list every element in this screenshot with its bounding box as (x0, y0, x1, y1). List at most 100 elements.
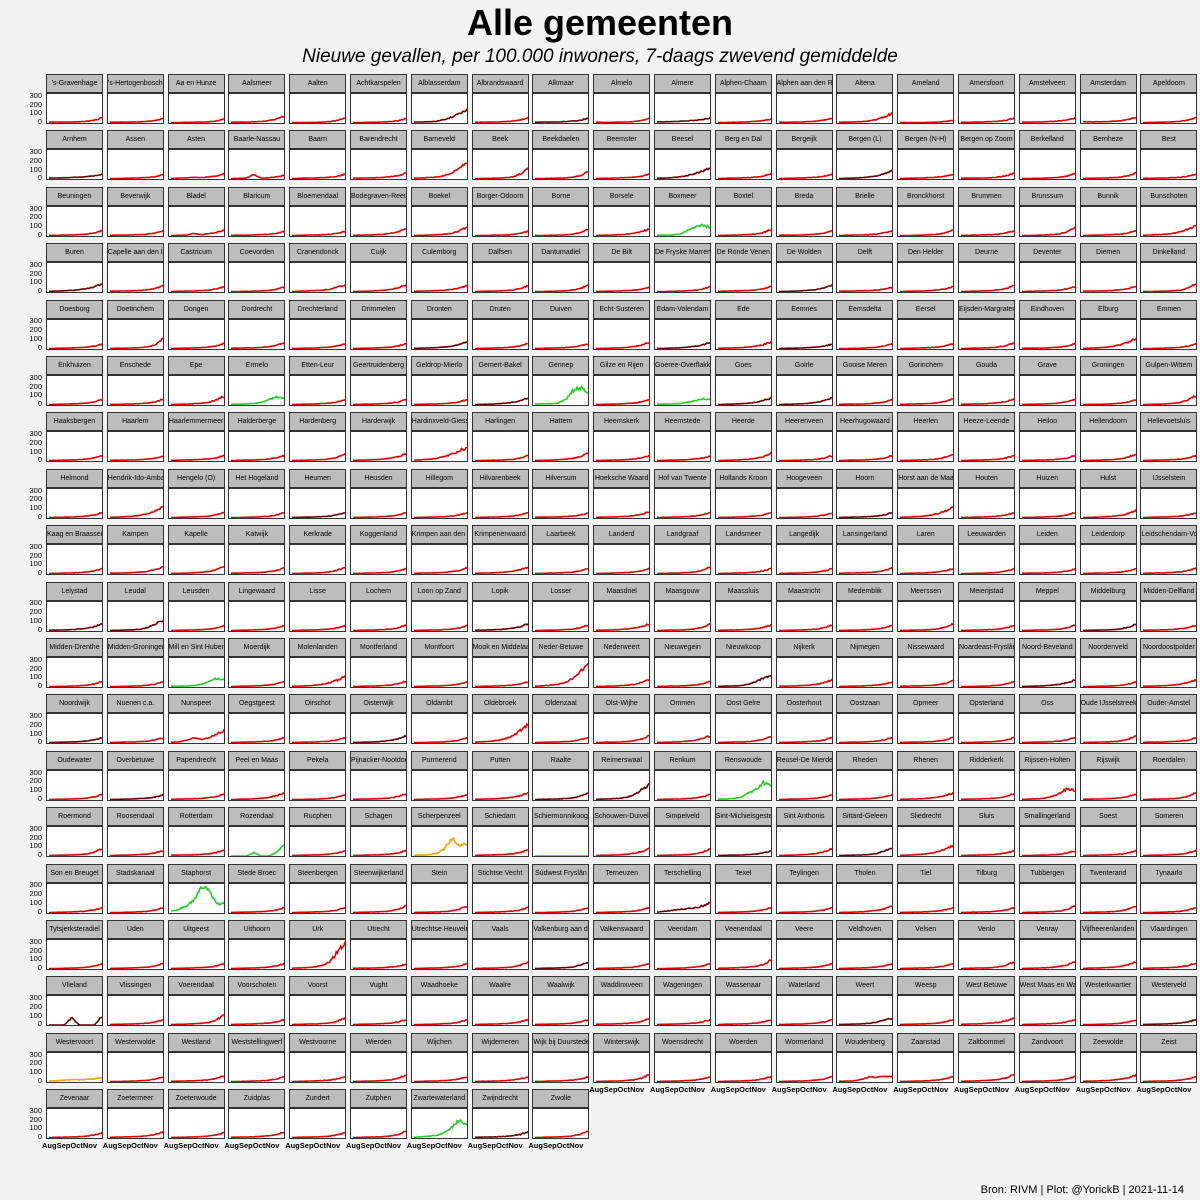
facet-strip-label: Nijmegen (836, 638, 894, 657)
facet-panel: Wormerland (775, 1032, 833, 1083)
facet-panel: Gorinchem (897, 356, 955, 406)
facet-plot-area (106, 882, 164, 914)
facet-strip-label: Heerlen (897, 412, 955, 432)
series-line (960, 906, 1014, 913)
series-line (839, 229, 893, 236)
facet-strip-label: Rijswijk (1079, 750, 1137, 770)
facet-line-chart (1082, 793, 1136, 800)
facet-plot-area (1018, 149, 1076, 181)
series-line (717, 173, 771, 180)
facet-plot-area (350, 882, 407, 914)
facet-strip-label: Brielle (836, 186, 894, 206)
y-tick-label: 200 (29, 550, 42, 560)
facet-line-chart (170, 1014, 224, 1026)
series-line (49, 398, 102, 405)
facet-strip-label: Soest (1079, 807, 1137, 827)
x-tick-label: Nov (1055, 1084, 1070, 1094)
facet-strip-label: Uitgeest (167, 920, 225, 939)
facet-strip-label: Emmen (1140, 299, 1198, 319)
series-line (170, 729, 224, 744)
series-line (352, 117, 406, 123)
facet-line-chart (1082, 735, 1136, 744)
facet-panel: Oldambt (410, 694, 468, 745)
facet-strip-label: Gemert-Bakel (471, 356, 529, 375)
facet-plot-area (532, 93, 590, 124)
series-line (109, 906, 163, 913)
facet-panel: Capelle aan den IJssel (106, 243, 164, 294)
facet-line-chart (657, 455, 710, 462)
facet-line-chart (170, 285, 224, 293)
facet-strip-label: De Fryske Marren (654, 243, 711, 263)
facet-plot-area (410, 205, 468, 237)
series-line (49, 848, 102, 857)
facet-panel: Hoorn (836, 468, 894, 519)
facet-strip-label: Duiven (532, 299, 590, 319)
facet-strip-label: Meierijstad (958, 581, 1015, 601)
facet-plot-area (228, 93, 286, 124)
facet-line-chart (353, 511, 406, 518)
x-tick-label: Nov (630, 1084, 645, 1094)
series-line (170, 454, 224, 462)
facet-strip-label: Beesel (654, 130, 711, 150)
y-tick-label: 0 (37, 737, 42, 747)
facet-panel: Rhenen (897, 750, 955, 801)
facet-panel: Smallingerland (1018, 807, 1076, 858)
x-tick-label: Sep (56, 1141, 71, 1151)
facet-strip-label: Capelle aan den IJssel (106, 243, 164, 263)
series-line (596, 173, 650, 180)
facet-plot-area (593, 882, 651, 914)
facet-panel: Oss (1018, 694, 1076, 745)
facet-strip-label: Staphorst (167, 863, 225, 883)
facet-line-chart (1021, 455, 1075, 462)
facet-strip-label: Voorschoten (228, 976, 286, 996)
facet-panel: Stein (410, 863, 468, 914)
facet-line-chart (596, 847, 650, 857)
facet-panel: Maasgouw (654, 581, 711, 632)
facet-plot-area (897, 939, 955, 970)
facet-plot-area (897, 995, 955, 1027)
facet-line-chart (474, 454, 528, 462)
facet-plot-area (471, 657, 529, 688)
facet-plot-area (593, 205, 651, 237)
series-line (1021, 1019, 1075, 1026)
facet-strip-label: Oldebroek (471, 694, 529, 714)
series-line (839, 111, 893, 123)
facet-plot-area (958, 375, 1015, 406)
facet-line-chart (231, 511, 285, 518)
x-tick-label: Sep (907, 1084, 922, 1094)
facet-line-chart (656, 735, 710, 744)
facet-plot-area (593, 826, 651, 858)
facet-panel: Eemnes (775, 299, 833, 350)
facet-strip-label: Montferland (350, 638, 407, 657)
facet-strip-label: Voerendaal (167, 976, 225, 996)
facet-strip-label: Eemnes (775, 299, 833, 319)
facet-strip-label: Bladel (167, 186, 225, 206)
series-line (413, 446, 467, 462)
facet-plot-area (471, 600, 529, 632)
x-tick-labels: AugSepOctNov (954, 1085, 1009, 1094)
facet-plot-area (593, 149, 651, 181)
facet-line-chart (535, 792, 589, 800)
x-tick-label: Nov (994, 1084, 1010, 1094)
facet-strip-label: Oss (1018, 694, 1076, 714)
x-tick-label: Oct (1043, 1084, 1056, 1094)
series-line (48, 511, 102, 518)
series-line (413, 962, 467, 969)
x-tick-label: Oct (313, 1141, 327, 1151)
facet-strip-label: Noord-Beveland (1018, 638, 1076, 657)
facet-strip-label: Albrandswaard (471, 74, 529, 93)
facet-plot-area (654, 600, 711, 632)
y-tick-label: 100 (29, 1067, 42, 1077)
facet-strip-label: Rijssen-Holten (1018, 750, 1076, 770)
facet-line-chart (535, 662, 589, 687)
facet-plot-area (289, 149, 347, 181)
facet-panel: Apeldoorn (1140, 74, 1198, 124)
facet-plot-area (471, 318, 529, 350)
facet-line-chart (839, 398, 893, 405)
facet-strip-label: Hellendoorn (1079, 412, 1137, 432)
facet-panel: Valkenswaard (593, 920, 651, 970)
facet-plot-area (593, 375, 651, 406)
facet-line-chart (352, 849, 406, 857)
facet-panel: Dalfsen (471, 243, 529, 294)
facet-line-chart (352, 963, 406, 969)
